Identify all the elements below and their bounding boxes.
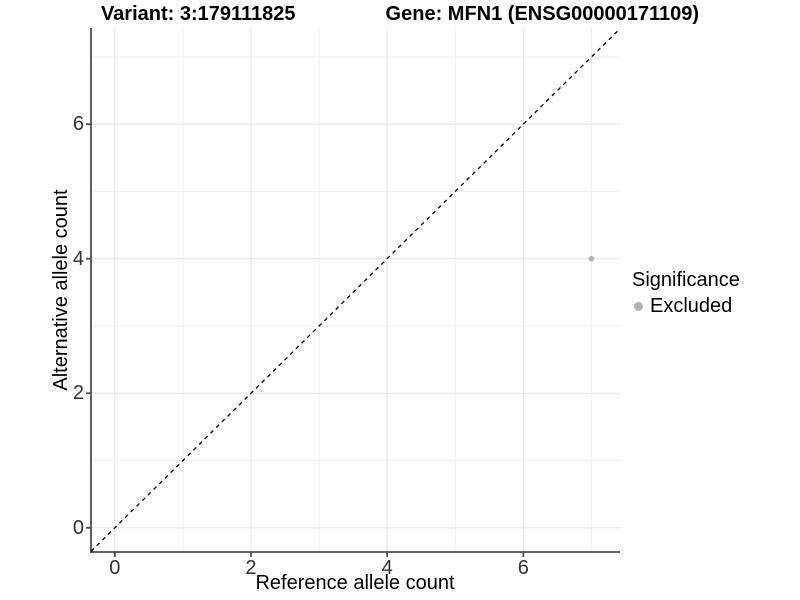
y-axis-title: Alternative allele count (50, 189, 72, 391)
x-tick-label: 2 (245, 557, 257, 579)
x-tick-label: 6 (517, 557, 529, 579)
identity-dashed-line (90, 28, 621, 552)
gene-title: Gene: MFN1 (ENSG00000171109) (385, 3, 700, 25)
data-point (588, 255, 595, 262)
legend: Significance Excluded (632, 269, 740, 318)
y-tick-label: 2 (72, 382, 84, 405)
x-tick-label: 4 (381, 557, 393, 579)
x-axis-title: Reference allele count (255, 572, 455, 594)
legend-item-excluded: Excluded (632, 295, 740, 318)
variant-title: Variant: 3:179111825 (100, 3, 296, 25)
plot-title-row: Variant: 3:179111825 Gene: MFN1 (ENSG000… (0, 3, 800, 26)
legend-title: Significance (632, 269, 740, 291)
y-tick-label: 6 (72, 113, 84, 136)
y-tick-label: 4 (72, 247, 84, 270)
legend-point-icon (634, 302, 643, 311)
y-tick-label: 0 (72, 516, 84, 539)
x-tick-label: 0 (109, 557, 121, 579)
legend-item-label: Excluded (650, 295, 733, 317)
